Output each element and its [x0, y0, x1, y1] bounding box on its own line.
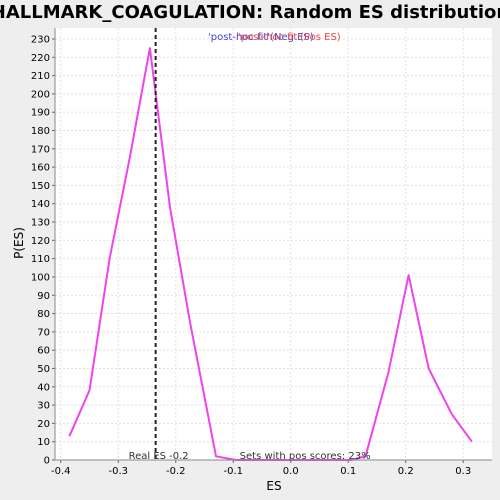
- plot-area: [55, 28, 492, 460]
- y-tick-label: 220: [31, 53, 50, 64]
- y-tick-label: 120: [31, 236, 50, 247]
- y-tick-label: 230: [31, 34, 50, 45]
- y-tick-label: 130: [31, 218, 50, 229]
- legend-entry-neg: 'post-hoc fit'(Neg ES): [208, 32, 314, 43]
- y-tick-label: 200: [31, 89, 50, 100]
- x-axis-ticks: -0.4 -0.3 -0.2 -0.1 0.0 0.1 0.2 0.3: [51, 460, 471, 477]
- x-tick-label: 0.0: [283, 466, 299, 477]
- y-tick-label: 0: [44, 456, 50, 467]
- y-tick-label: 180: [31, 126, 50, 137]
- legend-entry-pos: 'post-hoc fit'(Pos ES): [238, 32, 341, 43]
- x-tick-label: 0.1: [340, 466, 356, 477]
- y-tick-label: 210: [31, 71, 50, 82]
- x-tick-label: -0.4: [51, 466, 71, 477]
- y-tick-label: 100: [31, 272, 50, 283]
- y-tick-label: 140: [31, 199, 50, 210]
- real-es-label: Real ES -0.2: [129, 451, 189, 462]
- y-tick-label: 40: [37, 382, 50, 393]
- y-tick-label: 70: [37, 327, 50, 338]
- chart-title: HALLMARK_COAGULATION: Random ES distribu…: [0, 2, 500, 23]
- x-tick-label: 0.3: [455, 466, 471, 477]
- y-axis-label: P(ES): [12, 227, 26, 259]
- y-axis-ticks: 0 10 20 30 40 50 60 70 80 90 100 110 120 130 140 150 160…: [31, 34, 55, 467]
- y-tick-label: 110: [31, 254, 50, 265]
- x-tick-label: -0.1: [223, 466, 243, 477]
- pos-scores-label: Sets with pos scores: 23%: [240, 451, 371, 462]
- y-tick-label: 50: [37, 364, 50, 375]
- y-tick-label: 170: [31, 144, 50, 155]
- legend: 'post-hoc fit'(Neg ES) 'post-hoc fit'(Po…: [208, 32, 341, 43]
- y-tick-label: 80: [37, 309, 50, 320]
- y-tick-label: 10: [37, 437, 50, 448]
- x-axis-label: ES: [266, 479, 281, 493]
- y-tick-label: 160: [31, 163, 50, 174]
- y-tick-label: 190: [31, 108, 50, 119]
- y-tick-label: 30: [37, 401, 50, 412]
- y-tick-label: 90: [37, 291, 50, 302]
- x-tick-label: 0.2: [398, 466, 414, 477]
- y-tick-label: 20: [37, 419, 50, 430]
- x-tick-label: -0.2: [166, 466, 186, 477]
- y-tick-label: 60: [37, 346, 50, 357]
- grid-lines: [55, 28, 492, 461]
- y-tick-label: 150: [31, 181, 50, 192]
- x-tick-label: -0.3: [108, 466, 128, 477]
